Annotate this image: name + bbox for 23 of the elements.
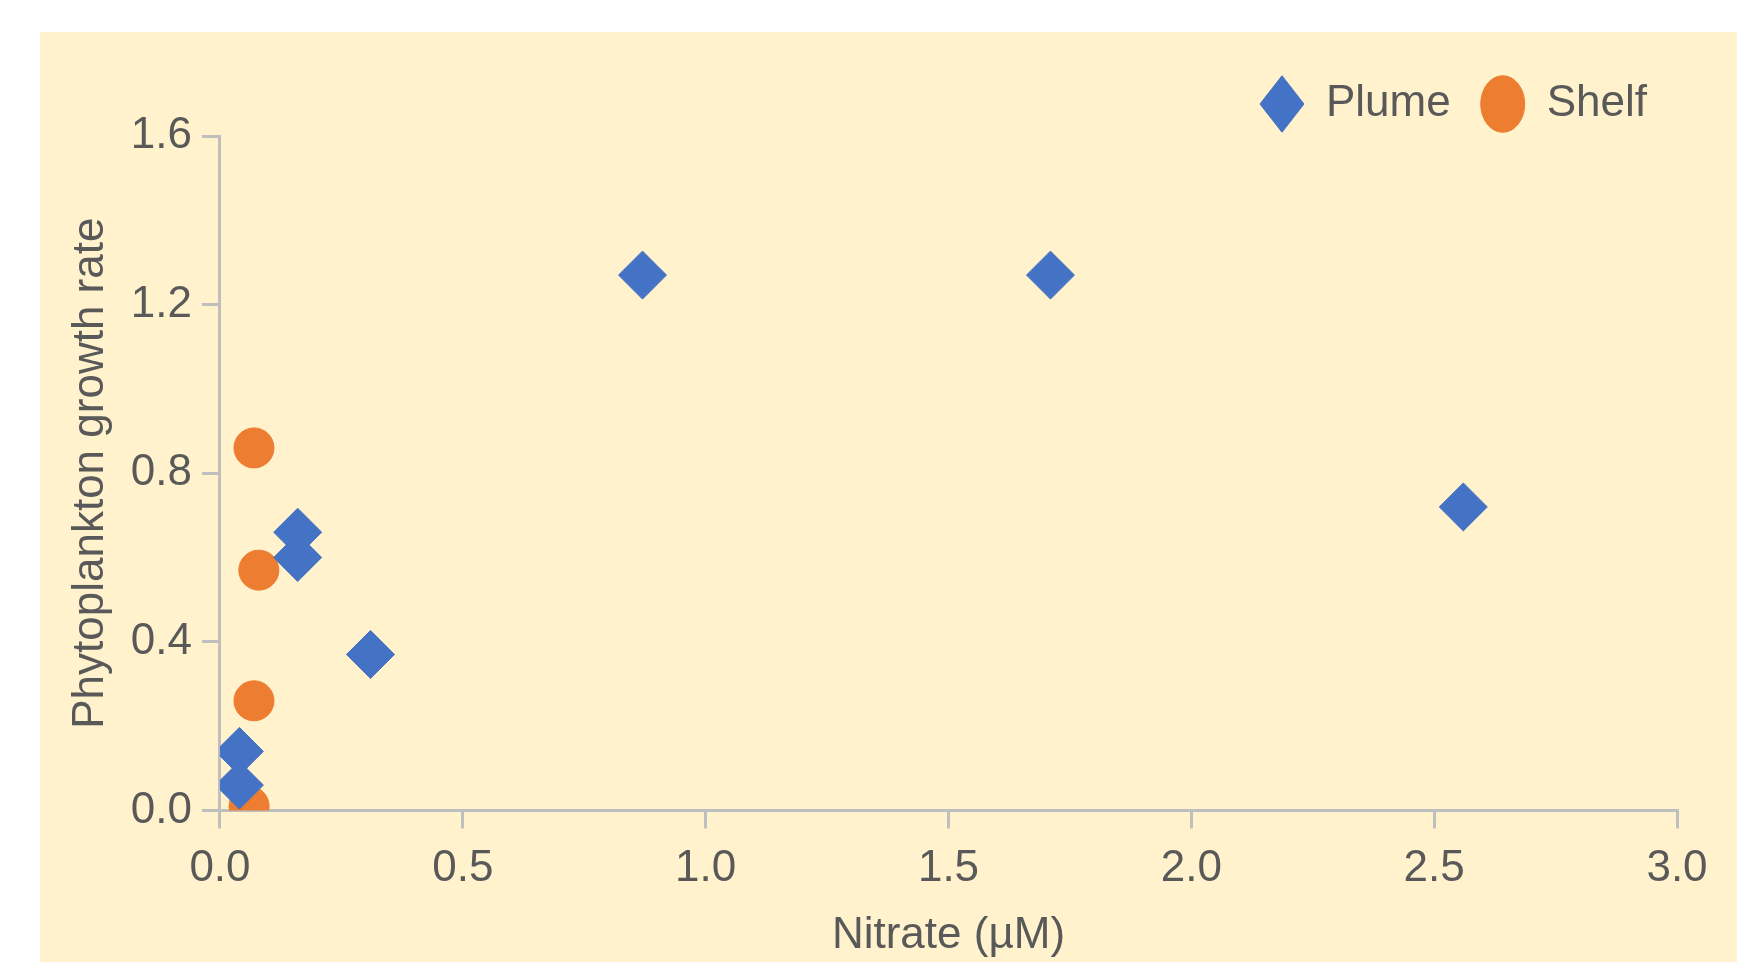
y-tick-label: 0.4 [130, 613, 192, 663]
x-axis-title: Nitrate (µM) [831, 907, 1066, 957]
y-tick-label: 1.2 [130, 276, 192, 326]
point [1025, 250, 1075, 300]
point [1438, 482, 1488, 532]
x-tick-label: 0.5 [432, 840, 494, 890]
x-tick-label: 2.5 [1403, 840, 1465, 890]
point [238, 549, 280, 591]
point [233, 427, 275, 469]
x-tick-label: 2.0 [1160, 840, 1222, 890]
point [233, 680, 275, 722]
point [618, 250, 668, 300]
legend-label: Shelf [1546, 76, 1648, 126]
legend-label: Plume [1325, 76, 1451, 126]
x-tick-label: 3.0 [1646, 840, 1708, 890]
point [346, 629, 396, 679]
y-tick-label: 1.6 [130, 108, 192, 158]
x-tick-label: 1.0 [675, 840, 737, 890]
x-tick-label: 0.0 [189, 840, 251, 890]
y-tick-label: 0.8 [130, 445, 192, 495]
y-axis-title: Phytoplankton growth rate [62, 217, 112, 729]
x-tick-label: 1.5 [917, 840, 980, 890]
y-tick-label: 0.0 [130, 782, 192, 832]
